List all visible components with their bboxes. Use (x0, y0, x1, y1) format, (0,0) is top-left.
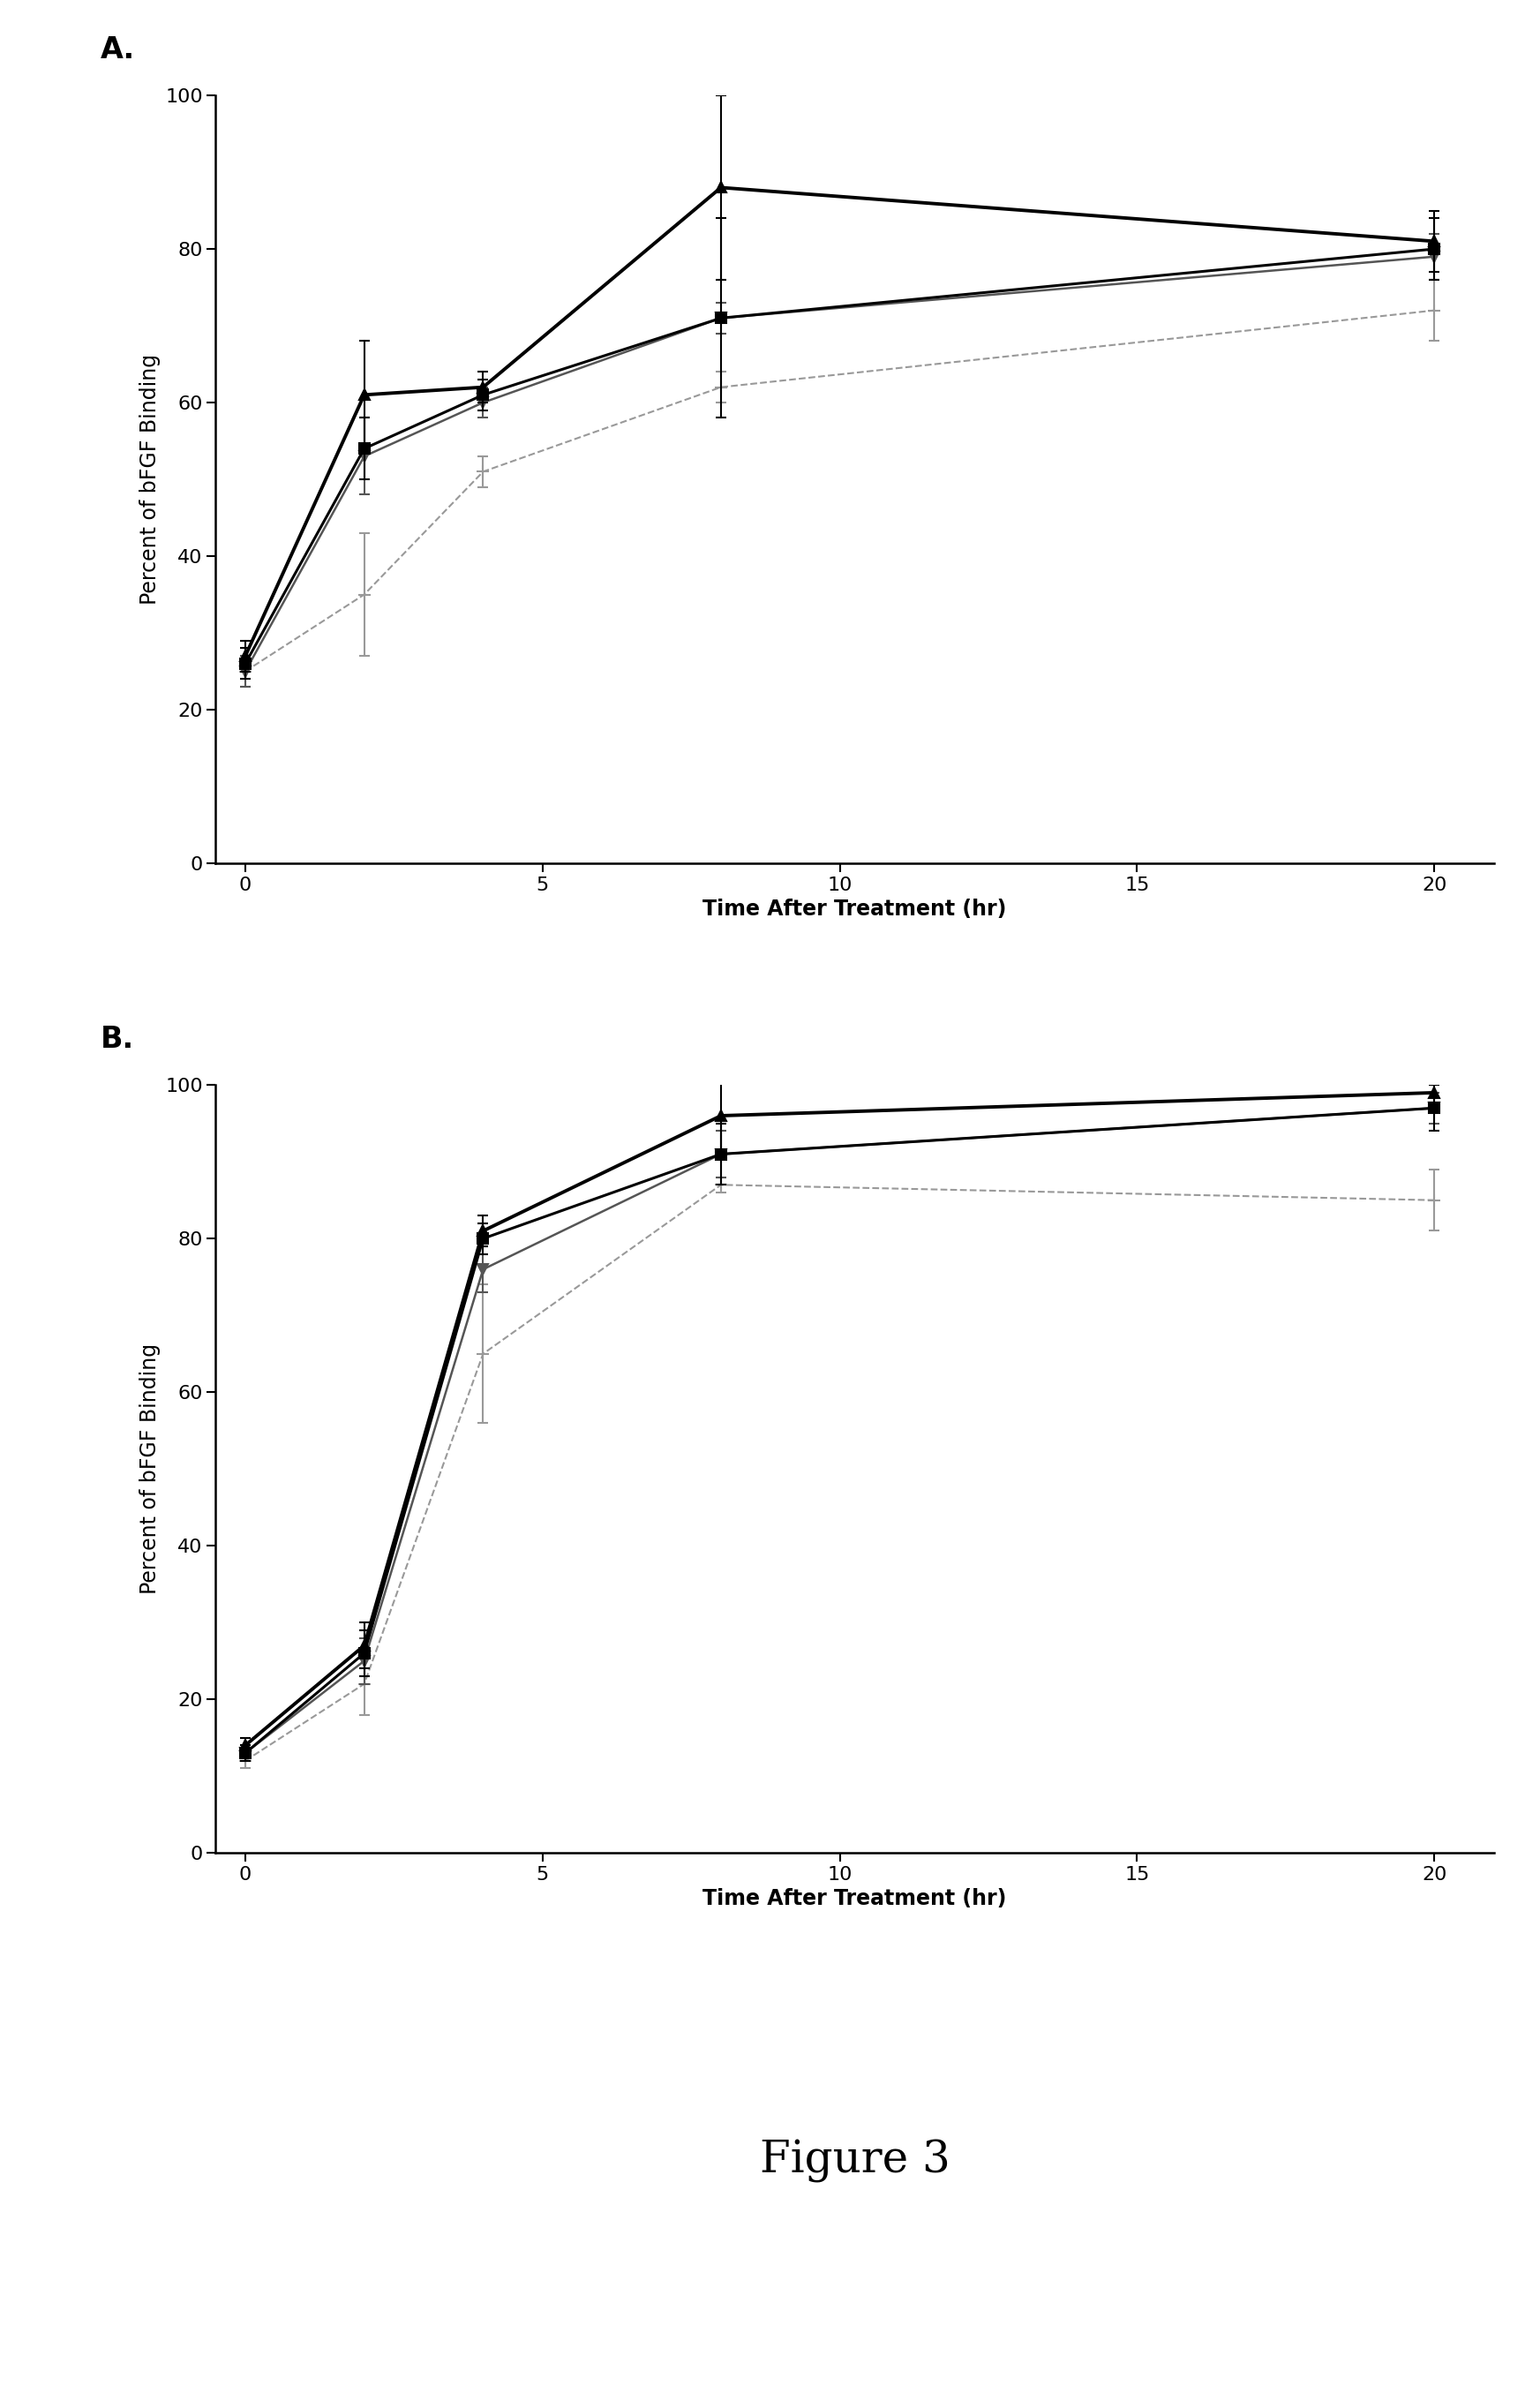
Text: A.: A. (100, 36, 136, 64)
X-axis label: Time After Treatment (hr): Time After Treatment (hr) (702, 1889, 1007, 1910)
Text: B.: B. (100, 1026, 134, 1054)
Text: Figure 3: Figure 3 (759, 2139, 950, 2182)
Y-axis label: Percent of bFGF Binding: Percent of bFGF Binding (139, 1343, 160, 1593)
X-axis label: Time After Treatment (hr): Time After Treatment (hr) (702, 899, 1007, 921)
Y-axis label: Percent of bFGF Binding: Percent of bFGF Binding (139, 353, 160, 606)
